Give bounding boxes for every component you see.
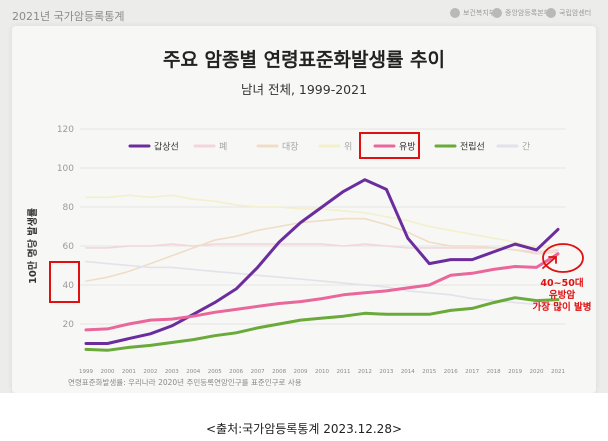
x-tick-label: 2010	[315, 369, 329, 375]
annotation-circle	[542, 243, 584, 273]
y-tick-label: 80	[63, 203, 75, 213]
annotation-arrowhead	[548, 256, 557, 264]
legend-label: 폐	[219, 141, 227, 153]
x-tick-label: 2001	[122, 369, 136, 375]
x-tick-label: 1999	[79, 369, 93, 375]
x-tick-label: 2013	[379, 369, 393, 375]
logo-ncc: 국립암센터	[546, 8, 591, 18]
caption: <출처:국가암등록통계 2023.12.28>	[205, 422, 403, 436]
x-tick-label: 2000	[100, 369, 114, 375]
x-tick-label: 2016	[444, 369, 458, 375]
x-tick-label: 2004	[186, 369, 200, 375]
x-tick-label: 2003	[165, 369, 179, 375]
x-tick-label: 2002	[143, 369, 157, 375]
emblem-icon	[450, 8, 460, 18]
emblem-icon	[546, 8, 556, 18]
series-line-대장	[85, 217, 559, 282]
y-tick-label: 60	[63, 242, 75, 252]
series-title: 2021년 국가암등록통계	[12, 10, 125, 23]
series-line-폐	[85, 243, 559, 253]
x-tick-label: 2017	[465, 369, 479, 375]
x-tick-label: 2014	[401, 369, 415, 375]
x-tick-label: 2012	[358, 369, 372, 375]
x-tick-label: 2021	[551, 369, 565, 375]
legend-label: 간	[522, 142, 530, 153]
legend-label: 대장	[282, 142, 299, 153]
y-tick-label: 120	[57, 125, 74, 135]
x-tick-label: 2006	[229, 369, 243, 375]
x-tick-label: 2009	[294, 369, 308, 375]
source-note: 연령표준화발생률: 우리나라 2020년 주민등록연앙인구를 표준인구로 사용	[68, 378, 302, 387]
x-tick-label: 2020	[530, 369, 544, 375]
x-tick-label: 2019	[508, 369, 522, 375]
x-tick-label: 2018	[487, 369, 501, 375]
series-line-갑상선	[84, 178, 560, 345]
x-tick-label: 2005	[208, 369, 222, 375]
emblem-icon	[492, 8, 502, 18]
slide: 2021년 국가암등록통계 보건복지부 중앙암등록본부 국립암센터 주요 암종별…	[0, 0, 608, 393]
legend-label: 갑상선	[154, 141, 179, 153]
series-line-전립선	[84, 296, 560, 352]
legend-highlight-box	[359, 132, 420, 159]
x-tick-label: 2008	[272, 369, 286, 375]
chart-subtitle: 남녀 전체, 1999-2021	[240, 82, 368, 97]
logo-mohw: 보건복지부	[450, 8, 495, 18]
legend-label: 유방	[399, 142, 416, 153]
annotation-text: 40~50대 유방암 가장 많이 발병	[532, 278, 592, 313]
y-tick-label: 20	[63, 320, 75, 330]
series-line-유방	[84, 252, 560, 332]
legend-label: 전립선	[460, 142, 485, 153]
y-axis-label: 10만 명당 발생률	[26, 208, 39, 284]
logo-kccr: 중앙암등록본부	[492, 8, 550, 18]
x-tick-label: 2007	[251, 369, 265, 375]
ylabel-highlight-box	[49, 261, 80, 303]
series-line-간	[85, 260, 559, 306]
x-tick-label: 2015	[422, 369, 436, 375]
legend-label: 위	[344, 142, 352, 153]
line-chart: 20 40 60 80 100 120 1999 2000 2001 2002 2003 2004 20…	[26, 125, 584, 375]
chart-title: 주요 암종별 연령표준화발생률 추이	[162, 49, 446, 71]
series-line-위	[85, 194, 559, 249]
y-tick-label: 40	[63, 281, 75, 291]
y-tick-label: 100	[57, 164, 74, 174]
annotation-arrow	[542, 256, 557, 269]
x-tick-label: 2011	[336, 369, 350, 375]
